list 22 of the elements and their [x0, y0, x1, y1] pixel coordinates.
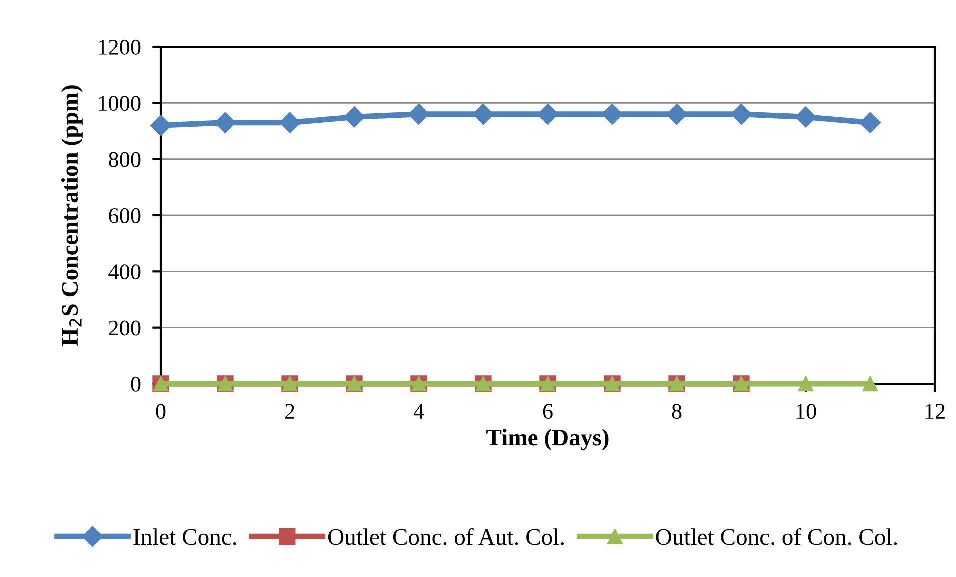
legend-label: Outlet Conc. of Aut. Col.	[328, 528, 564, 546]
x-tick-label: 4	[414, 404, 424, 419]
x-tick-label: 6	[543, 404, 553, 420]
x-tick-label: 12	[926, 404, 945, 419]
y-tick-label: 1200	[99, 40, 141, 55]
point	[798, 376, 814, 392]
y-tick-label: 0	[131, 376, 141, 392]
y-tick-label: 200	[109, 320, 141, 336]
x-tick-label: 10	[796, 404, 816, 420]
x-tick-label: 2	[285, 404, 294, 419]
legend-label: Inlet Conc.	[134, 528, 236, 546]
x-axis-title: Time (Days)	[486, 429, 609, 451]
y-axis-title: H$_{2}$S Concentration (ppm)	[62, 86, 83, 346]
y-tick-label: 800	[109, 152, 141, 168]
point	[860, 112, 882, 134]
x-tick-label: 0	[156, 404, 166, 420]
y-tick-label: 400	[108, 264, 141, 280]
legend-label: Outlet Conc. of Con. Col.	[656, 528, 898, 546]
y-tick-label: 1000	[99, 96, 141, 112]
point	[862, 376, 878, 392]
y-tick-label: 600	[109, 208, 141, 224]
x-tick-label: 8	[672, 404, 682, 420]
